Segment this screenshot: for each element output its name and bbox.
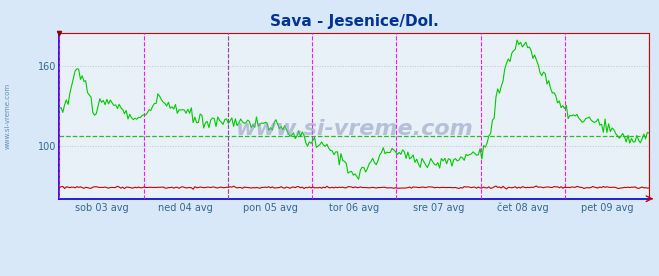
Text: www.si-vreme.com: www.si-vreme.com [235, 119, 473, 139]
Title: Sava - Jesenice/Dol.: Sava - Jesenice/Dol. [270, 14, 439, 29]
Text: www.si-vreme.com: www.si-vreme.com [5, 83, 11, 149]
